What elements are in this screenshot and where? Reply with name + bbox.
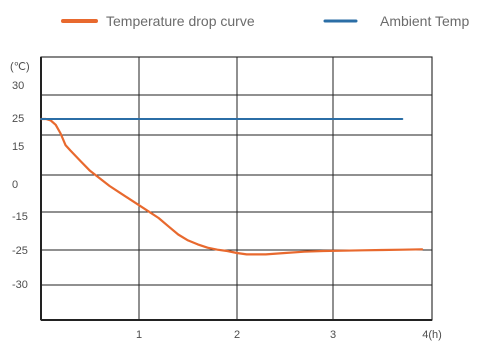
y-tick-label: 0 <box>12 179 18 191</box>
y-tick-label: -15 <box>12 211 28 223</box>
y-tick-label: -30 <box>12 279 28 291</box>
x-axis-unit-label: 4(h) <box>422 329 442 341</box>
legend-item-ambient-temp: Ambient Temp <box>323 13 469 29</box>
series-line-temperature-drop <box>39 117 424 256</box>
legend-label-temperature-drop: Temperature drop curve <box>106 13 255 29</box>
y-tick-label: 25 <box>12 113 24 125</box>
x-tick-label: 1 <box>136 329 142 341</box>
series-layer <box>39 117 424 256</box>
axis-labels: 30 25 15 0 -15 -25 -30 1 2 3 4(h) <box>12 80 442 341</box>
legend-item-temperature-drop: Temperature drop curve <box>61 13 255 29</box>
plot-grid <box>40 56 433 321</box>
x-tick-label: 3 <box>330 329 336 341</box>
chart-legend: Temperature drop curve Ambient Temp <box>61 13 469 29</box>
y-tick-label: 30 <box>12 80 24 92</box>
y-tick-label: -25 <box>12 245 28 257</box>
y-axis-unit-label: (℃) <box>10 61 30 73</box>
legend-label-ambient-temp: Ambient Temp <box>380 13 469 29</box>
y-tick-label: 15 <box>12 141 24 153</box>
x-tick-label: 2 <box>234 329 240 341</box>
